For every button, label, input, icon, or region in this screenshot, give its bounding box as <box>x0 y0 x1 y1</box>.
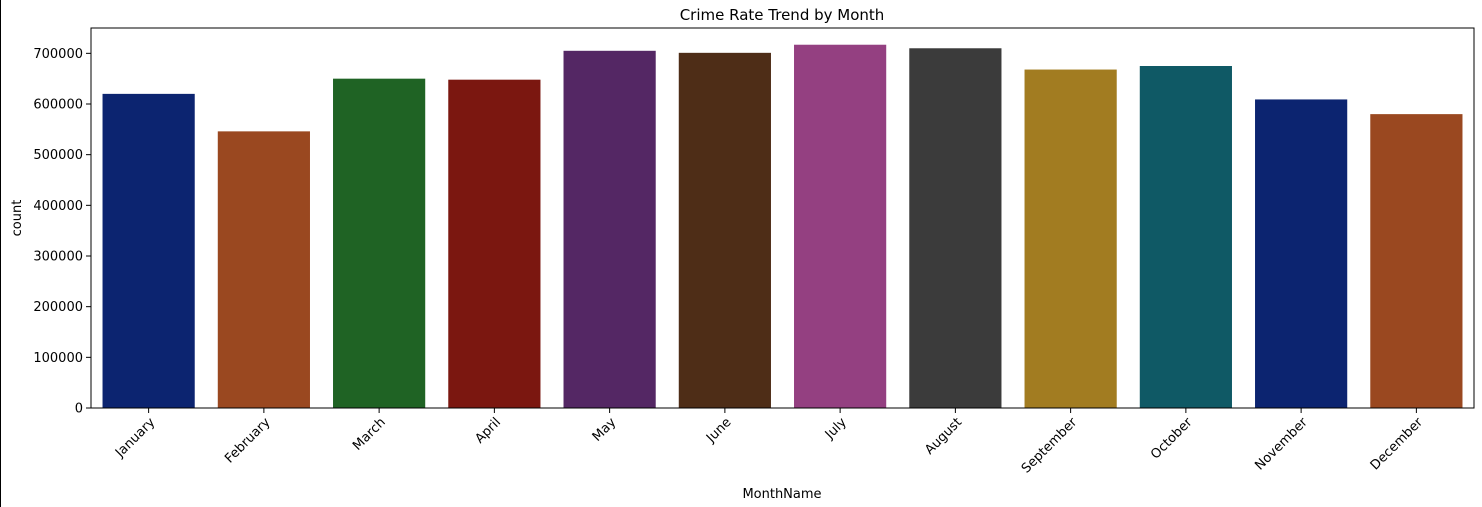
bar-march <box>333 78 426 409</box>
bar-may <box>563 50 656 409</box>
y-tick-label: 300000 <box>33 250 83 265</box>
plot-area: 0 100000 200000 300000 400000 500000 600000 700… <box>33 27 1475 476</box>
bar-january <box>102 93 195 409</box>
chart-title: Crime Rate Trend by Month <box>680 6 885 24</box>
bar-october <box>1139 66 1232 408</box>
y-tick-label: 100000 <box>33 351 83 366</box>
bar-september <box>1024 69 1117 409</box>
y-tick-label: 0 <box>75 402 83 417</box>
bar-november <box>1255 99 1348 408</box>
y-tick-label: 500000 <box>33 148 83 163</box>
y-tick-label: 700000 <box>33 47 83 62</box>
y-tick-label: 600000 <box>33 98 83 113</box>
y-tick-label: 400000 <box>33 199 83 214</box>
bar-july <box>794 44 887 408</box>
x-axis-label: MonthName <box>742 487 821 502</box>
bar-august <box>909 48 1002 409</box>
bar-june <box>678 52 771 408</box>
bar-december <box>1370 114 1463 408</box>
y-axis-label: count <box>10 200 25 237</box>
y-tick-label: 200000 <box>33 300 83 315</box>
bar-april <box>448 79 541 409</box>
bar-february <box>217 131 310 409</box>
axes-frame <box>90 27 1475 409</box>
